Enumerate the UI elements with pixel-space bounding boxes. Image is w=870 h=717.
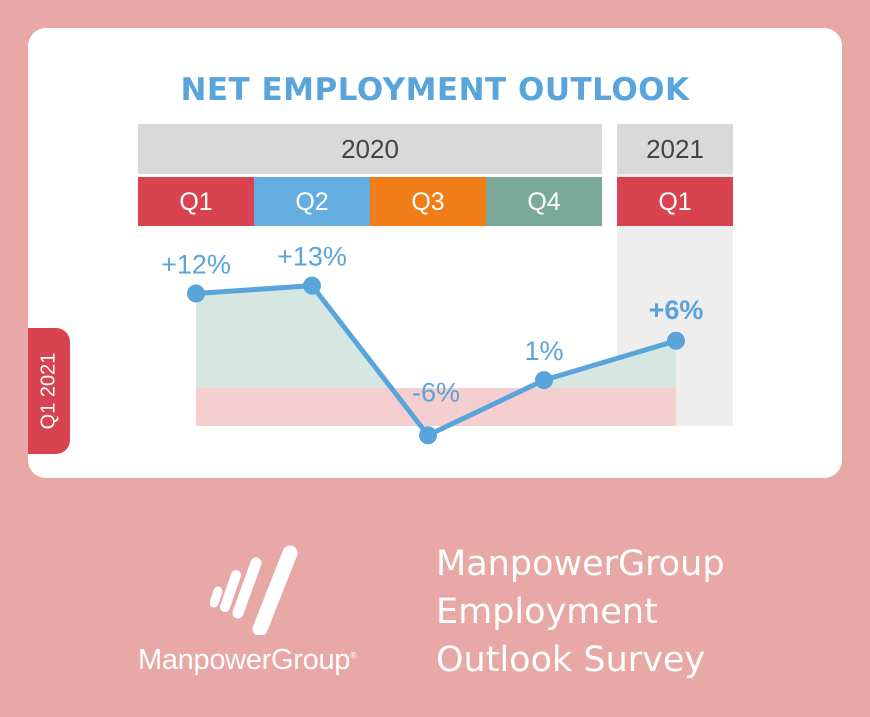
year-label-2020: 2020 bbox=[341, 134, 399, 164]
data-point-3 bbox=[419, 426, 437, 445]
chart-title: NET EMPLOYMENT OUTLOOK bbox=[180, 72, 690, 108]
quarter-header-2 bbox=[254, 177, 370, 226]
quarter-label-4: Q4 bbox=[527, 188, 560, 216]
data-label-3: -6% bbox=[412, 377, 460, 407]
data-label-4: 1% bbox=[524, 336, 563, 366]
year-label-2021: 2021 bbox=[646, 134, 704, 164]
quarter-label-3: Q3 bbox=[411, 188, 444, 216]
data-point-1 bbox=[187, 284, 205, 303]
data-points bbox=[187, 276, 685, 445]
side-tab-label: Q1 2021 bbox=[37, 352, 60, 430]
survey-title: ManpowerGroup Employment Outlook Survey bbox=[436, 540, 725, 684]
negative-area bbox=[196, 388, 676, 426]
data-point-5 bbox=[667, 331, 685, 350]
quarter-label-1: Q1 bbox=[179, 188, 212, 216]
manpowergroup-logo-icon bbox=[210, 545, 298, 635]
quarter-header-3 bbox=[370, 177, 486, 226]
registered-mark: ® bbox=[350, 650, 357, 661]
area-fills bbox=[196, 285, 676, 426]
survey-line-1: ManpowerGroup bbox=[436, 544, 725, 584]
positive-area bbox=[196, 285, 676, 388]
period-headers: 2020 2021 Q1 Q2 Q3 Q4 Q1 bbox=[138, 124, 733, 426]
data-label-5: +6% bbox=[649, 295, 704, 325]
quarter-label-5: Q1 bbox=[658, 188, 691, 216]
data-point-4 bbox=[535, 371, 553, 390]
data-point-2 bbox=[303, 276, 321, 295]
data-label-1: +12% bbox=[161, 250, 231, 280]
survey-line-3: Outlook Survey bbox=[436, 640, 706, 680]
data-label-2: +13% bbox=[277, 242, 347, 272]
quarter-header-5 bbox=[617, 177, 733, 226]
year-header-2020 bbox=[138, 124, 602, 174]
logo-text: ManpowerGroup bbox=[138, 644, 351, 676]
side-tab: Q1 2021 bbox=[28, 328, 70, 454]
survey-line-2: Employment bbox=[436, 592, 658, 632]
quarter-header-1 bbox=[138, 177, 254, 226]
logo-wordmark: ManpowerGroup® bbox=[138, 644, 357, 677]
quarter-header-4 bbox=[486, 177, 602, 226]
year-header-2021 bbox=[617, 124, 733, 174]
data-labels: +12% +13% -6% 1% +6% bbox=[161, 242, 703, 408]
quarter-label-2: Q2 bbox=[295, 188, 328, 216]
